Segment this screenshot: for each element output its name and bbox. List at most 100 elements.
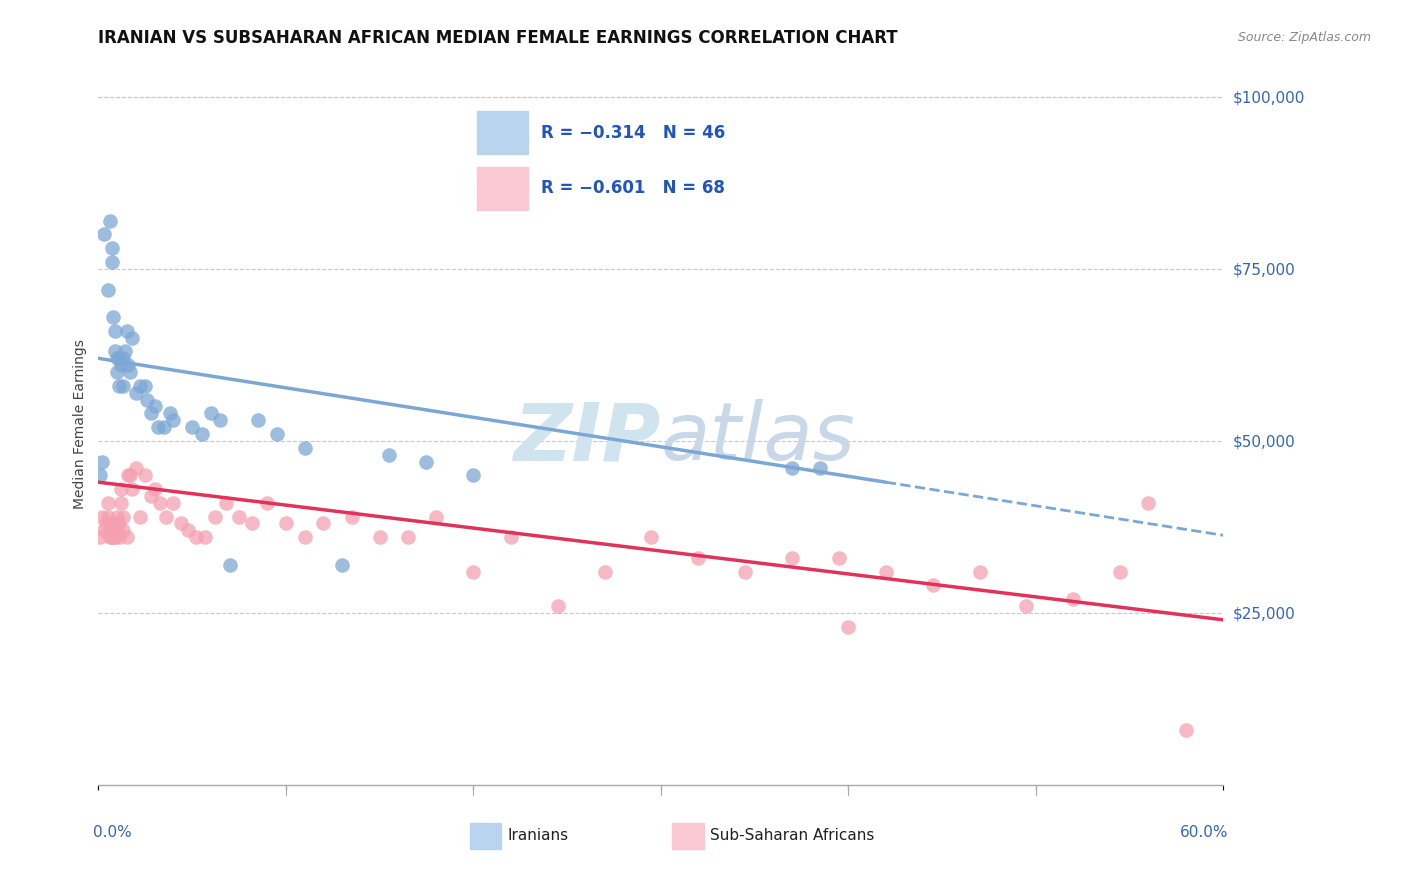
Point	[104, 324, 127, 338]
Point	[110, 482, 132, 496]
Point	[104, 516, 127, 531]
Bar	[470, 823, 501, 848]
Point	[294, 441, 316, 455]
Point	[780, 461, 803, 475]
Point	[463, 468, 485, 483]
Point	[200, 406, 222, 420]
Point	[108, 351, 131, 366]
Point	[162, 496, 184, 510]
Point	[136, 392, 159, 407]
Point	[125, 385, 148, 400]
Point	[103, 530, 125, 544]
Point	[128, 379, 150, 393]
Point	[105, 509, 128, 524]
Point	[103, 310, 125, 324]
Point	[100, 255, 122, 269]
Text: atlas: atlas	[661, 399, 856, 477]
Point	[593, 565, 616, 579]
Point	[194, 530, 217, 544]
Point	[190, 427, 212, 442]
Point	[139, 406, 162, 420]
Point	[143, 482, 166, 496]
Point	[121, 482, 143, 496]
Point	[1174, 723, 1197, 737]
Text: Iranians: Iranians	[508, 828, 569, 843]
Point	[97, 283, 120, 297]
Point	[105, 351, 128, 366]
Point	[115, 324, 138, 338]
Point	[134, 379, 156, 393]
Point	[98, 213, 121, 227]
Point	[103, 524, 125, 538]
Point	[209, 413, 232, 427]
Point	[266, 427, 288, 442]
Point	[149, 496, 172, 510]
Point	[114, 344, 136, 359]
Point	[1137, 496, 1160, 510]
Point	[415, 454, 437, 468]
Point	[97, 509, 120, 524]
Point	[734, 565, 756, 579]
Point	[89, 530, 111, 544]
Point	[117, 358, 139, 372]
Point	[155, 509, 177, 524]
Text: 0.0%: 0.0%	[93, 825, 132, 839]
Point	[215, 496, 238, 510]
Point	[120, 468, 142, 483]
Point	[100, 516, 122, 531]
Point	[110, 496, 132, 510]
Text: 60.0%: 60.0%	[1181, 825, 1229, 839]
Point	[1109, 565, 1132, 579]
Point	[125, 461, 148, 475]
Point	[120, 365, 142, 379]
Point	[425, 509, 447, 524]
Point	[184, 530, 207, 544]
Point	[1062, 592, 1084, 607]
Point	[91, 454, 114, 468]
Point	[828, 550, 851, 565]
Point	[499, 530, 522, 544]
Text: ZIP: ZIP	[513, 399, 661, 477]
Point	[640, 530, 662, 544]
Point	[159, 406, 181, 420]
Point	[134, 468, 156, 483]
Point	[240, 516, 263, 531]
Point	[110, 358, 132, 372]
Point	[1015, 599, 1038, 613]
Point	[218, 558, 240, 572]
Point	[463, 565, 485, 579]
Point	[396, 530, 419, 544]
Point	[105, 524, 128, 538]
Text: IRANIAN VS SUBSAHARAN AFRICAN MEDIAN FEMALE EARNINGS CORRELATION CHART: IRANIAN VS SUBSAHARAN AFRICAN MEDIAN FEM…	[98, 29, 898, 47]
Point	[139, 489, 162, 503]
Point	[104, 530, 127, 544]
Point	[104, 344, 127, 359]
Point	[111, 351, 134, 366]
Point	[875, 565, 897, 579]
Point	[108, 516, 131, 531]
Text: Source: ZipAtlas.com: Source: ZipAtlas.com	[1237, 31, 1371, 45]
Point	[100, 530, 122, 544]
Point	[170, 516, 193, 531]
Point	[688, 550, 710, 565]
Point	[117, 468, 139, 483]
Point	[204, 509, 226, 524]
Point	[98, 524, 121, 538]
Point	[274, 516, 297, 531]
Point	[246, 413, 269, 427]
Point	[808, 461, 831, 475]
Point	[228, 509, 250, 524]
Point	[162, 413, 184, 427]
Point	[294, 530, 316, 544]
Point	[105, 365, 128, 379]
Point	[148, 420, 170, 434]
Point	[108, 379, 131, 393]
Point	[89, 468, 111, 483]
Point	[93, 227, 115, 242]
Point	[91, 509, 114, 524]
Point	[181, 420, 204, 434]
Point	[330, 558, 353, 572]
Point	[98, 530, 121, 544]
Point	[115, 530, 138, 544]
Text: Sub-Saharan Africans: Sub-Saharan Africans	[710, 828, 875, 843]
